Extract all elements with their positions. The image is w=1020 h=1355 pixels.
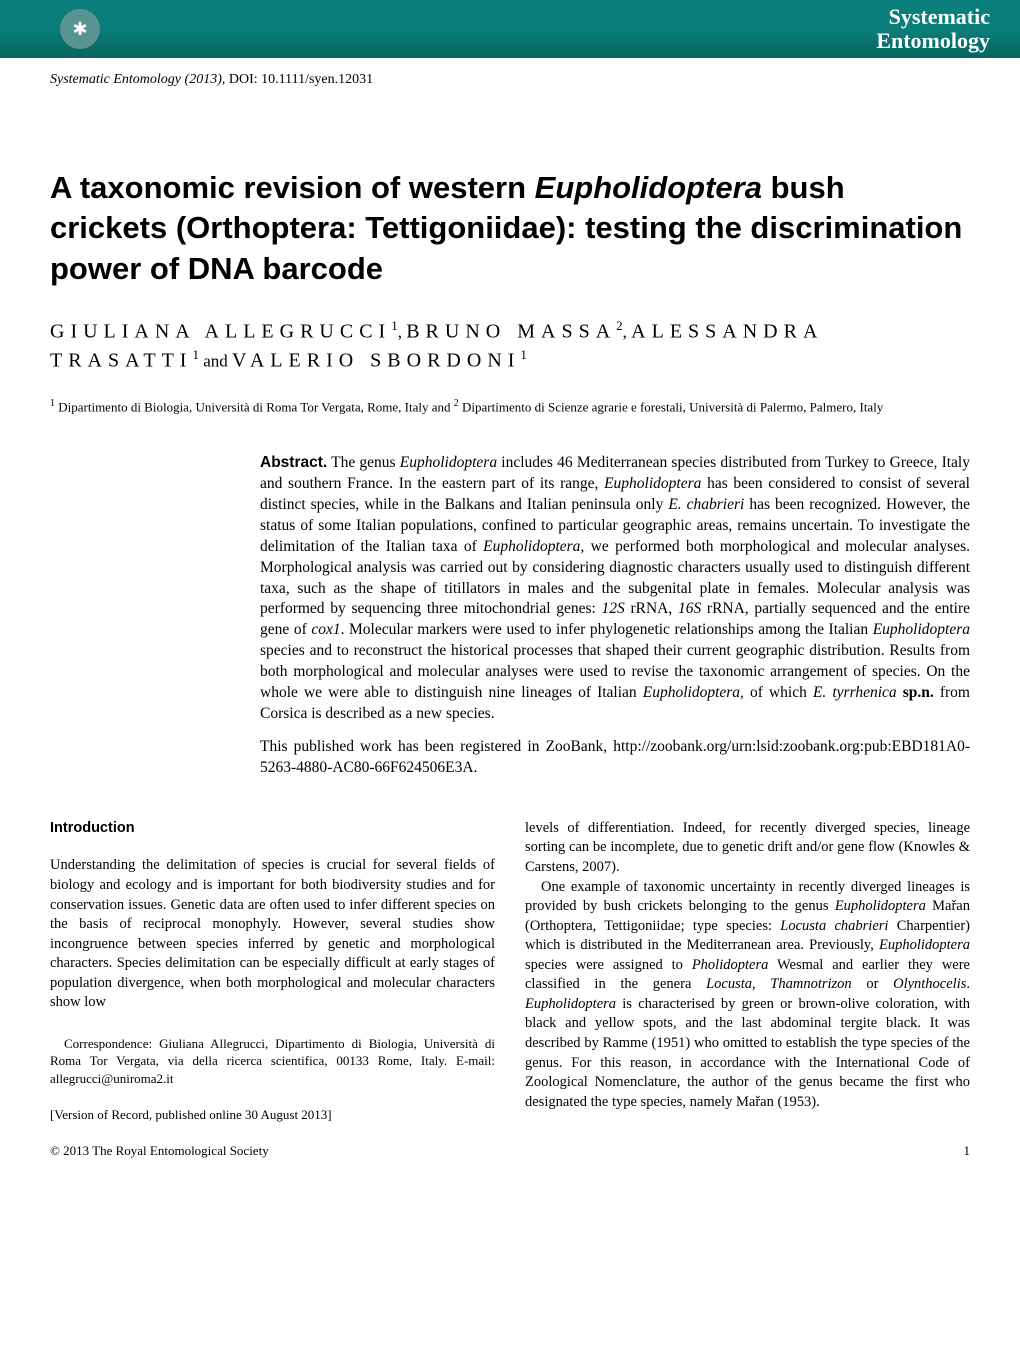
- c2p2-i1: Eupholidoptera: [835, 898, 926, 914]
- c2p2-t9: is characterised by green or brown-olive…: [525, 996, 970, 1110]
- footer: © 2013 The Royal Entomological Society 1: [50, 1143, 970, 1159]
- title-italic1: Eupholidoptera: [535, 170, 762, 205]
- citation-doi-label: DOI:: [229, 72, 258, 87]
- author-4: VALERIO SBORDONI: [232, 349, 520, 371]
- abs-i10: E. tyrrhenica: [813, 684, 897, 701]
- intro-heading: Introduction: [50, 819, 495, 839]
- abs-i8: Eupholidoptera: [873, 621, 970, 638]
- c2p2-i3: Eupholidoptera: [879, 937, 970, 953]
- c2p2-t8: .: [966, 976, 970, 992]
- abs-i4: Eupholidoptera: [483, 538, 580, 555]
- abs-t6: rRNA,: [625, 600, 678, 617]
- journal-name-line1: Systematic: [876, 5, 990, 29]
- content: Systematic Entomology (2013), DOI: 10.11…: [0, 58, 1020, 1189]
- abs-i3: E. chabrieri: [668, 496, 744, 513]
- aff2: Dipartimento di Scienze agrarie e forest…: [459, 400, 884, 415]
- logo-area: ✱: [60, 9, 100, 49]
- journal-name-line2: Entomology: [876, 29, 990, 53]
- version-record: [Version of Record, published online 30 …: [50, 1106, 495, 1124]
- body-columns: Introduction Understanding the delimitat…: [50, 819, 970, 1123]
- abs-t8: . Molecular markers were used to infer p…: [341, 621, 873, 638]
- abs-i6: 16S: [678, 600, 701, 617]
- author-2: BRUNO MASSA: [406, 321, 616, 343]
- citation: Systematic Entomology (2013), DOI: 10.11…: [50, 72, 970, 88]
- c2p2-i6: Thamnotrizon: [770, 976, 851, 992]
- c2p2-i7: Olynthocelis: [893, 976, 966, 992]
- column-right: levels of differentiation. Indeed, for r…: [525, 819, 970, 1123]
- logo-icon: ✱: [72, 19, 87, 40]
- column-left: Introduction Understanding the delimitat…: [50, 819, 495, 1123]
- authors: GIULIANA ALLEGRUCCI1, BRUNO MASSA2, ALES…: [50, 317, 970, 374]
- c2p2-i5: Locusta: [706, 976, 752, 992]
- abstract-p1: Abstract. The genus Eupholidoptera inclu…: [260, 453, 970, 725]
- abs-t10: , of which: [740, 684, 813, 701]
- author-1: GIULIANA ALLEGRUCCI: [50, 321, 391, 343]
- intro-col1-p1: Understanding the delimitation of specie…: [50, 856, 495, 1013]
- affiliations: 1 Dipartimento di Biologia, Università d…: [50, 396, 970, 417]
- abs-bold: sp.n.: [903, 684, 934, 701]
- c2p2-i8: Eupholidoptera: [525, 996, 616, 1012]
- author-sep1: ,: [398, 323, 407, 342]
- c2p2-t4: species were assigned to: [525, 957, 692, 973]
- journal-banner: ✱ Systematic Entomology: [0, 0, 1020, 58]
- abs-i5: 12S: [602, 600, 625, 617]
- intro-col2-p1: levels of differentiation. Indeed, for r…: [525, 819, 970, 878]
- abs-i9: Eupholidoptera: [643, 684, 740, 701]
- abstract-label: Abstract.: [260, 454, 327, 471]
- citation-year: (2013),: [185, 72, 226, 87]
- abs-i1: Eupholidoptera: [400, 454, 497, 471]
- c2p2-t6: ,: [752, 976, 770, 992]
- c2p2-i4: Pholidoptera: [692, 957, 769, 973]
- correspondence: Correspondence: Giuliana Allegrucci, Dip…: [50, 1035, 495, 1088]
- abs-i2: Eupholidoptera: [604, 475, 701, 492]
- abstract: Abstract. The genus Eupholidoptera inclu…: [260, 453, 970, 779]
- author-sep2: ,: [623, 323, 632, 342]
- author-and: and: [199, 351, 232, 370]
- abs-i7: cox1: [311, 621, 340, 638]
- citation-doi: 10.1111/syen.12031: [261, 72, 373, 87]
- copyright: © 2013 The Royal Entomological Society: [50, 1143, 269, 1159]
- title-part1: A taxonomic revision of western: [50, 170, 535, 205]
- intro-col2-p2: One example of taxonomic uncertainty in …: [525, 878, 970, 1113]
- c2p2-t7: or: [852, 976, 893, 992]
- article-title: A taxonomic revision of western Eupholid…: [50, 168, 970, 289]
- author-4-sup: 1: [520, 347, 527, 362]
- c2p2-i2: Locusta chabrieri: [780, 918, 888, 934]
- aff1: Dipartimento di Biologia, Università di …: [55, 400, 454, 415]
- page-number: 1: [964, 1143, 971, 1159]
- society-logo: ✱: [60, 9, 100, 49]
- abs-t1: The genus: [327, 454, 400, 471]
- abstract-p2: This published work has been registered …: [260, 737, 970, 779]
- journal-name: Systematic Entomology: [876, 5, 990, 53]
- citation-journal: Systematic Entomology: [50, 72, 181, 87]
